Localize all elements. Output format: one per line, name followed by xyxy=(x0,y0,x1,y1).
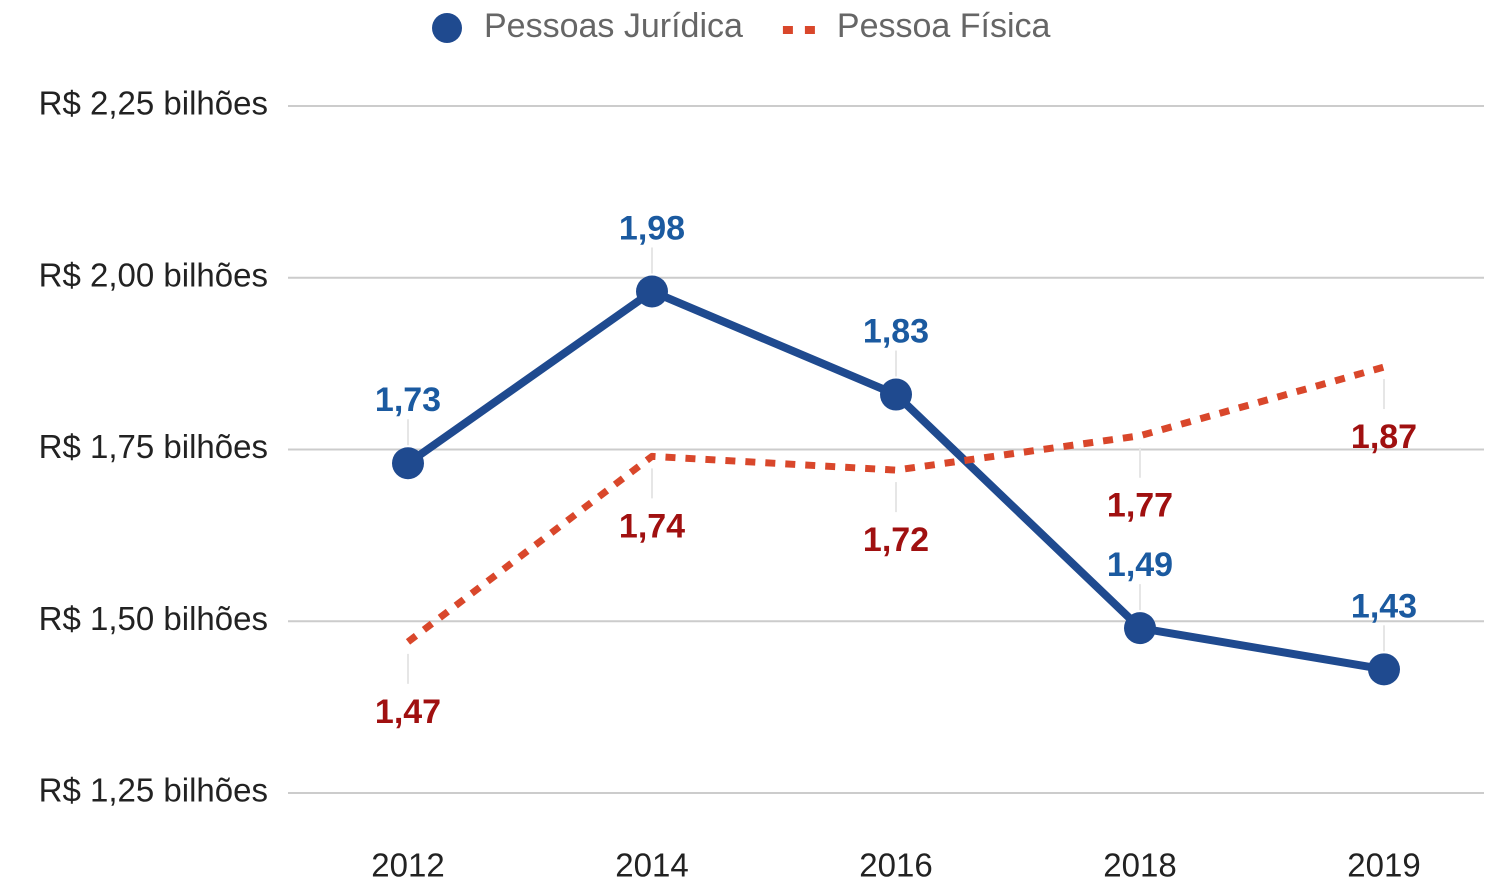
point xyxy=(1124,612,1156,645)
x-tick-label: 2014 xyxy=(615,847,688,884)
point xyxy=(1368,653,1400,686)
x-tick-label: 2016 xyxy=(859,847,932,884)
data-label: 1,43 xyxy=(1351,587,1417,625)
legend-marker xyxy=(432,13,462,43)
point xyxy=(880,378,912,411)
point xyxy=(392,447,424,480)
data-label: 1,74 xyxy=(619,507,685,545)
y-tick-label: R$ 2,00 bilhões xyxy=(39,256,268,293)
data-label: 1,83 xyxy=(863,313,929,351)
y-tick-label: R$ 1,25 bilhões xyxy=(39,772,268,809)
series-line xyxy=(405,363,1385,645)
x-tick-label: 2012 xyxy=(371,847,444,884)
y-tick-label: R$ 1,75 bilhões xyxy=(39,428,268,465)
data-label: 1,49 xyxy=(1107,546,1173,584)
x-tick-label: 2019 xyxy=(1347,847,1420,884)
data-label: 1,72 xyxy=(863,521,929,559)
x-tick-label: 2018 xyxy=(1103,847,1176,884)
data-label: 1,77 xyxy=(1107,487,1173,525)
y-tick-label: R$ 2,25 bilhões xyxy=(39,85,268,122)
data-label: 1,98 xyxy=(619,209,685,247)
data-label: 1,47 xyxy=(375,693,441,731)
legend-label: Pessoas Jurídica xyxy=(484,7,743,45)
data-label: 1,73 xyxy=(375,381,441,419)
legend-label: Pessoa Física xyxy=(837,7,1051,45)
data-label: 1,87 xyxy=(1351,418,1417,456)
point xyxy=(636,275,668,308)
y-tick-label: R$ 1,50 bilhões xyxy=(39,600,268,637)
